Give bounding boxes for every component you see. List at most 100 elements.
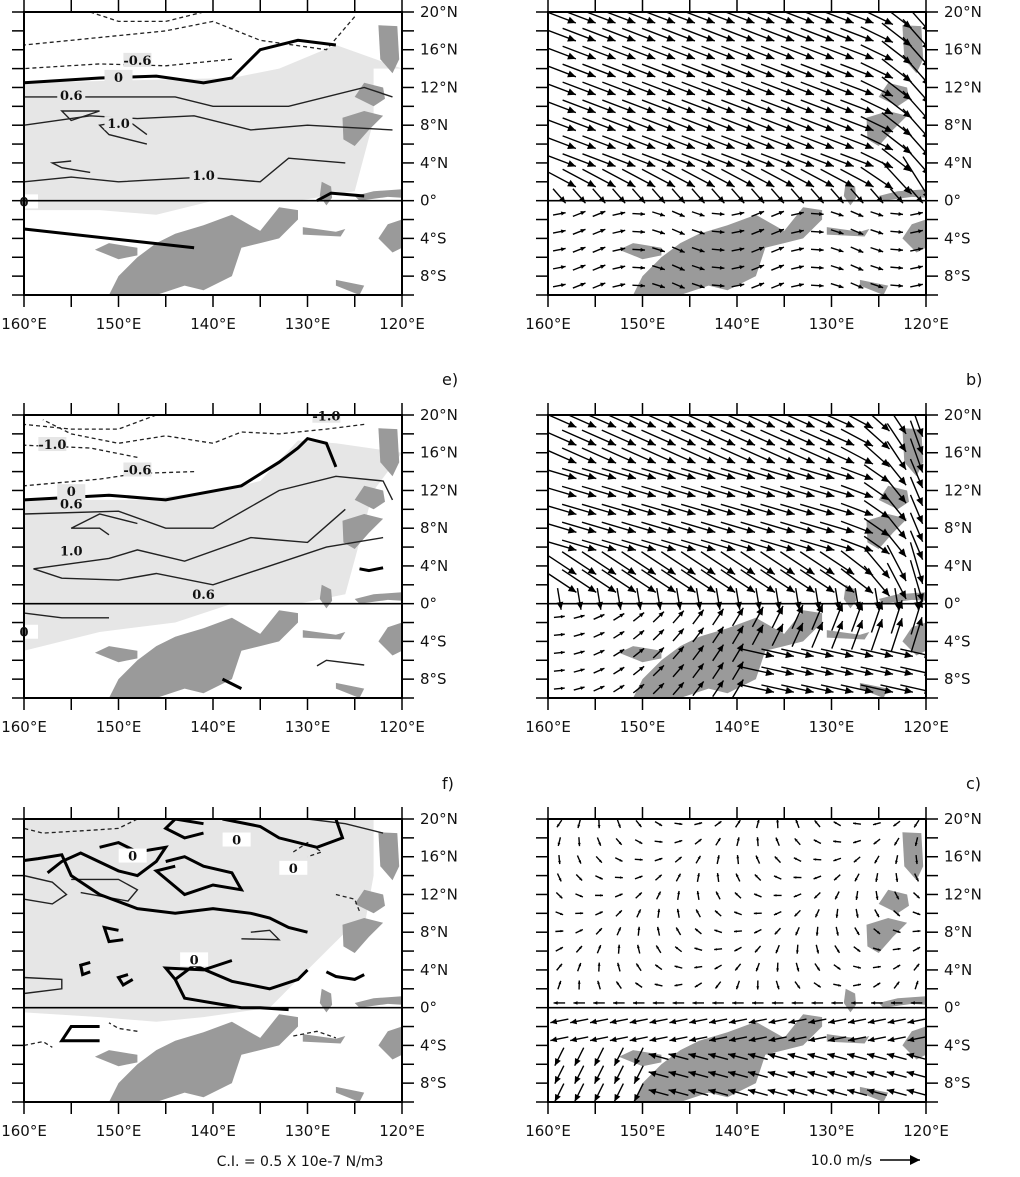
arrowhead-icon — [699, 248, 705, 253]
landmass-shape — [335, 1086, 365, 1102]
arrowhead-icon — [697, 627, 704, 635]
wind-vector — [900, 648, 926, 658]
arrowhead-icon — [825, 70, 834, 78]
arrowhead-icon — [626, 142, 636, 150]
arrowhead-icon — [725, 88, 735, 96]
arrowhead-icon — [696, 909, 699, 913]
arrowhead-icon — [881, 569, 890, 579]
lon-tick-label: 130°E — [809, 1122, 855, 1140]
arrowhead-icon — [606, 88, 616, 96]
arrowhead-icon — [838, 266, 844, 271]
arrowhead-icon — [716, 855, 720, 859]
arrowhead-icon — [833, 858, 837, 862]
arrowhead-icon — [767, 1070, 776, 1077]
arrowhead-icon — [837, 966, 841, 970]
arrowhead-icon — [567, 160, 576, 167]
arrowhead-icon — [659, 248, 665, 253]
arrowhead-icon — [917, 947, 921, 950]
lon-tick-label: 150°E — [96, 1122, 142, 1140]
arrowhead-icon — [906, 1070, 915, 1077]
arrowhead-icon — [825, 456, 835, 464]
arrowhead-icon — [785, 456, 795, 464]
arrowhead-icon — [587, 567, 597, 575]
arrowhead-icon — [706, 70, 715, 78]
lon-tick-label: 140°E — [190, 1122, 236, 1140]
arrowhead-icon — [881, 423, 890, 432]
lat-tick-label: 4°N — [944, 557, 972, 575]
arrowhead-icon — [599, 686, 605, 690]
arrowhead-icon — [699, 230, 705, 235]
arrowhead-icon — [765, 16, 775, 24]
arrowhead-icon — [864, 491, 874, 498]
lat-tick-label: 8°S — [420, 1074, 447, 1092]
arrowhead-icon — [587, 544, 597, 552]
arrowhead-icon — [752, 1001, 757, 1005]
vector-field — [548, 12, 926, 295]
arrowhead-icon — [667, 584, 676, 593]
arrowhead-icon — [580, 632, 585, 637]
arrowhead-icon — [697, 645, 704, 653]
lon-tick-label: 130°E — [285, 315, 331, 333]
arrowhead-icon — [686, 544, 696, 552]
lat-tick-label: 12°N — [944, 481, 982, 499]
arrowhead-icon — [607, 472, 617, 480]
arrowhead-icon — [798, 283, 804, 288]
arrowhead-icon — [699, 266, 705, 271]
arrowhead-icon — [819, 283, 824, 288]
arrowhead-icon — [689, 1036, 697, 1043]
arrowhead-icon — [567, 544, 577, 552]
arrowhead-icon — [736, 607, 744, 616]
arrowhead-icon — [609, 1018, 617, 1025]
arrowhead-icon — [619, 649, 625, 654]
arrowhead-icon — [659, 857, 663, 861]
arrowhead-icon — [706, 456, 716, 464]
arrowhead-icon — [706, 472, 716, 480]
lat-tick-label: 0° — [420, 999, 437, 1017]
arrowhead-icon — [606, 34, 616, 42]
arrowhead-icon — [654, 983, 658, 986]
arrowhead-icon — [785, 651, 794, 659]
arrowhead-icon — [567, 490, 577, 498]
arrowhead-icon — [896, 600, 904, 609]
arrowhead-icon — [587, 584, 597, 593]
arrowhead-icon — [557, 842, 561, 846]
arrowhead-icon — [697, 873, 700, 877]
arrowhead-icon — [916, 575, 924, 584]
arrowhead-icon — [917, 912, 921, 915]
arrowhead-icon — [864, 142, 874, 150]
arrowhead-icon — [646, 70, 656, 78]
arrowhead-icon — [686, 106, 695, 114]
arrowhead-icon — [669, 1036, 677, 1043]
arrowhead-icon — [639, 858, 643, 861]
arrowhead-icon — [915, 878, 919, 882]
arrowhead-icon — [634, 1075, 641, 1084]
arrowhead-icon — [845, 490, 855, 498]
arrowhead-icon — [737, 820, 741, 824]
arrowhead-icon — [618, 824, 621, 828]
arrowhead-icon — [805, 472, 815, 480]
negative-contour — [292, 841, 324, 858]
arrow-left-icon — [910, 1155, 920, 1165]
arrowhead-icon — [786, 490, 795, 498]
arrowhead-icon — [794, 913, 798, 917]
arrowhead-icon — [884, 35, 893, 43]
arrowhead-icon — [637, 926, 641, 931]
arrowhead-icon — [864, 509, 874, 516]
contour-label: 0.6 — [60, 497, 83, 512]
arrowhead-icon — [598, 928, 602, 932]
arrowhead-icon — [824, 651, 834, 659]
landmass-shape — [302, 227, 346, 237]
arrowhead-icon — [754, 874, 758, 878]
arrowhead-icon — [599, 911, 603, 914]
arrowhead-icon — [699, 822, 703, 825]
arrowhead-icon — [606, 142, 616, 150]
arrowhead-icon — [627, 508, 636, 516]
arrowhead-icon — [694, 984, 698, 988]
arrowhead-icon — [816, 604, 823, 613]
arrowhead-icon — [719, 247, 725, 252]
arrowhead-icon — [876, 619, 884, 628]
arrowhead-icon — [838, 248, 844, 253]
arrowhead-icon — [626, 124, 636, 132]
arrowhead-icon — [916, 617, 924, 626]
arrowhead-icon — [658, 611, 664, 617]
